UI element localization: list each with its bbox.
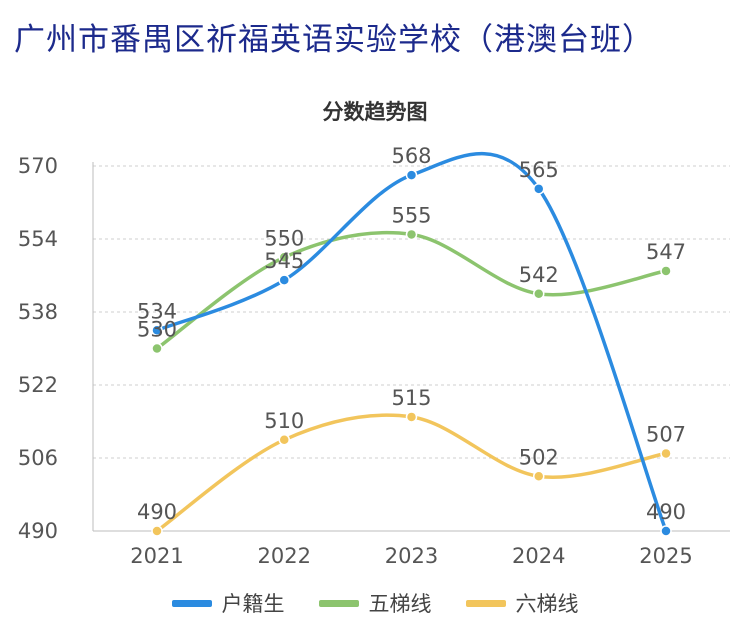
data-label: 502 (519, 445, 559, 469)
data-point (533, 470, 545, 482)
data-point (278, 274, 290, 286)
data-point (405, 411, 418, 423)
legend: 户籍生 五梯线 六梯线 (0, 588, 750, 618)
x-tick-label: 2024 (512, 544, 565, 568)
legend-swatch (465, 599, 506, 607)
y-tick-label: 538 (18, 300, 58, 324)
data-point (660, 265, 672, 277)
legend-item[interactable]: 五梯线 (318, 588, 432, 618)
x-tick-label: 2021 (130, 544, 183, 568)
legend-swatch (318, 599, 359, 607)
data-point (660, 447, 672, 460)
data-label: 568 (391, 144, 431, 168)
page-title: 广州市番禺区祈福英语实验学校（港澳台班） (14, 22, 654, 58)
x-tick-label: 2025 (639, 544, 692, 568)
data-label: 565 (519, 158, 559, 182)
data-point (151, 342, 163, 355)
data-point (151, 324, 163, 336)
label-layer: 534 545 568 565 490 530 550 555 542 547 490 510 515 5… (137, 144, 686, 524)
series-line-1 (155, 151, 668, 533)
data-label: 534 (137, 299, 177, 323)
x-tick-label: 2022 (258, 544, 311, 568)
data-point (151, 525, 163, 537)
axis-layer: 490 506 522 538 554 570 2021 2022 2023 2024 2025 (18, 154, 730, 568)
data-label: 555 (391, 203, 431, 227)
data-label: 550 (264, 226, 304, 250)
data-label: 547 (646, 240, 686, 264)
series-layer (151, 151, 672, 537)
y-tick-label: 570 (18, 154, 58, 178)
data-point (405, 228, 418, 241)
legend-label: 六梯线 (515, 592, 579, 616)
series-line-3 (155, 413, 668, 533)
y-tick-label: 490 (18, 519, 58, 543)
data-label: 490 (137, 500, 177, 524)
data-point (405, 169, 418, 181)
data-label: 507 (646, 422, 686, 446)
legend-swatch (171, 599, 212, 607)
legend-label: 五梯线 (368, 592, 432, 616)
legend-label: 户籍生 (221, 592, 285, 616)
y-tick-label: 506 (18, 446, 58, 470)
data-label: 510 (264, 409, 304, 433)
data-label: 545 (264, 249, 304, 273)
data-point (278, 434, 290, 446)
x-tick-label: 2023 (385, 544, 438, 568)
chart-title: 分数趋势图 (322, 100, 428, 124)
legend-item[interactable]: 六梯线 (465, 588, 579, 618)
y-tick-label: 522 (18, 373, 58, 397)
data-label: 490 (646, 500, 686, 524)
legend-item[interactable]: 户籍生 (171, 588, 285, 618)
series-line-2 (155, 230, 668, 351)
data-point (533, 183, 545, 195)
data-label: 542 (519, 263, 559, 287)
data-label: 515 (391, 386, 431, 410)
data-point (660, 525, 672, 537)
data-point (278, 251, 290, 263)
y-tick-label: 554 (18, 227, 58, 251)
data-label: 530 (137, 318, 177, 342)
data-point (533, 288, 545, 300)
